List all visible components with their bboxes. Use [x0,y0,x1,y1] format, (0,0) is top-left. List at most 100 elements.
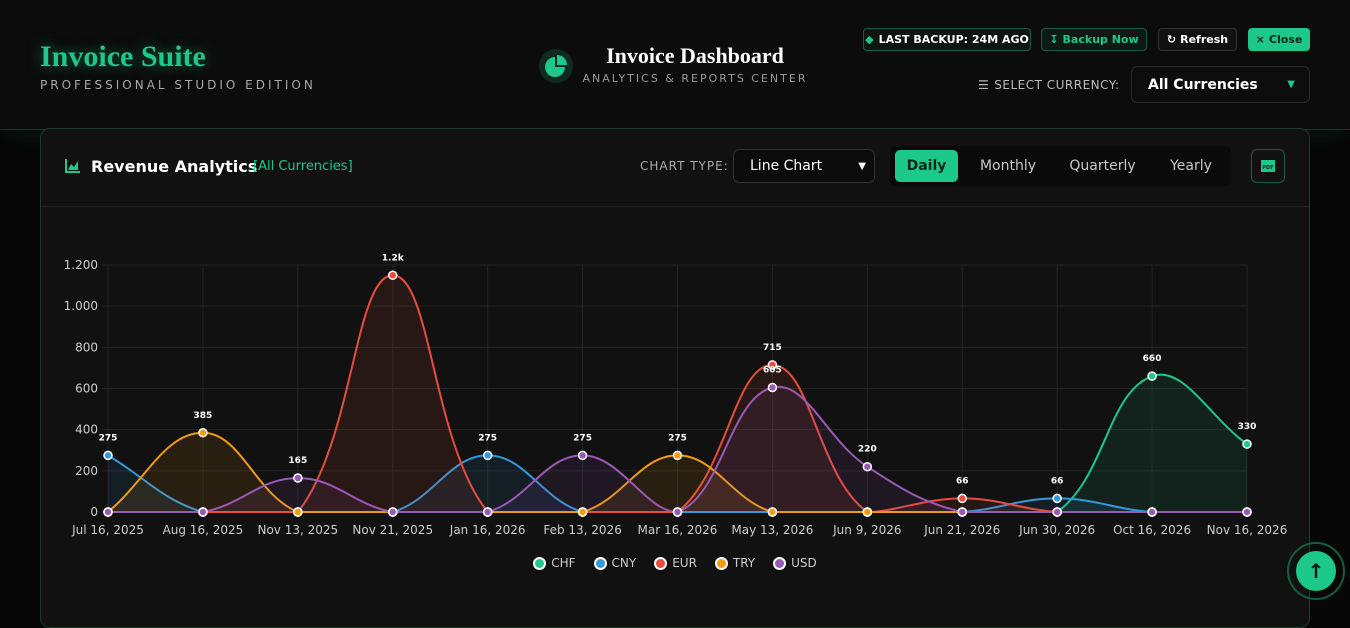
close-label: Close [1268,33,1303,46]
x-tick-label: Aug 16, 2025 [163,523,244,537]
legend-marker [593,556,607,570]
pdf-button[interactable]: PDF [1251,149,1285,183]
data-point [1052,493,1062,504]
period-tab[interactable]: Daily [895,150,958,182]
pdf-label: PDF [1261,160,1275,172]
data-label: 165 [288,456,307,466]
series-area [108,275,1247,512]
data-point [957,507,967,517]
legend-label: CNY [611,556,637,570]
panel-filter: [All Currencies] [253,159,353,174]
y-tick-label: 400 [75,423,98,437]
data-point [1242,507,1252,517]
legend-marker [773,556,787,570]
data-point [103,507,113,517]
chart-type-select[interactable]: Line Chart ▼ [733,149,875,183]
x-tick-label: Nov 16, 2026 [1207,523,1288,537]
legend-marker [533,556,547,570]
legend-item[interactable]: TRY [714,556,756,570]
period-tab[interactable]: Quarterly [1069,158,1136,174]
x-tick-label: Nov 13, 2025 [257,523,338,537]
chart-type-label: CHART TYPE: [640,159,729,173]
scroll-top-button[interactable]: ↑ [1296,551,1336,591]
x-tick-label: Mar 16, 2026 [638,523,718,537]
header [0,0,1350,130]
y-tick-label: 1.200 [64,258,98,272]
data-point [767,360,778,370]
data-point [767,382,778,393]
backup-status-text: LAST BACKUP: 24M AGO [878,33,1029,46]
backup-button[interactable]: ↧ Backup Now [1041,28,1147,51]
dashboard-icon [539,49,573,83]
period-tab[interactable]: Monthly [979,158,1037,174]
y-tick-label: 1.000 [64,299,98,313]
data-label: 1.2k [382,253,405,263]
data-point [1147,371,1157,381]
edition: PROFESSIONAL STUDIO EDITION [40,78,316,92]
x-tick-label: Jun 21, 2026 [923,523,1000,537]
dashboard-title: Invoice Dashboard [606,43,784,68]
dashboard-subtitle: ANALYTICS & REPORTS CENTER [582,72,808,85]
x-tick-label: Jun 30, 2026 [1018,523,1095,537]
data-label: 605 [763,365,782,375]
brand: Invoice Suite [40,40,206,73]
panel-title: Revenue Analytics [91,157,258,176]
y-tick-label: 600 [75,382,98,396]
data-point [293,473,303,483]
legend-marker [714,556,728,570]
legend-label: CHF [551,556,576,570]
data-point [293,507,303,517]
chart-icon [65,159,80,173]
x-tick-label: Jul 16, 2025 [71,523,144,537]
legend-item[interactable]: EUR [654,556,697,570]
x-tick-label: Jan 16, 2026 [449,523,526,537]
data-point [672,450,683,461]
data-point [672,507,683,517]
series-line [107,274,1247,514]
legend-item[interactable]: CHF [533,556,576,570]
card-divider [41,206,1309,207]
data-point [1242,439,1252,449]
data-point [957,493,967,504]
legend-label: USD [791,556,817,570]
data-label: 275 [573,433,592,443]
data-point [388,507,398,517]
series-area [108,432,1247,512]
data-point [767,507,778,517]
data-point [198,507,208,517]
data-label: 66 [1051,476,1064,486]
data-point [388,270,398,281]
currency-value: All Currencies [1148,76,1258,93]
legend-label: EUR [672,556,697,570]
data-point [198,428,208,438]
series-area [108,374,1247,512]
data-point [577,507,588,517]
currency-select[interactable]: All Currencies ▼ [1131,66,1310,103]
currency-label-text: SELECT CURRENCY: [994,78,1120,92]
data-point [862,507,873,517]
data-label: 385 [194,411,213,421]
refresh-button[interactable]: ↻ Refresh [1158,28,1237,51]
chart: 0 200 400 600 800 1.000 1.200 Jul 16, 2025 Aug 1… [64,253,1288,537]
backup-label: Backup Now [1062,33,1139,46]
data-label: 330 [1238,422,1257,432]
data-point [1052,507,1062,517]
legend-item[interactable]: CNY [593,556,637,570]
legend-item[interactable]: USD [773,556,817,570]
x-tick-label: Oct 16, 2026 [1113,523,1191,537]
legend-label: TRY [732,556,756,570]
data-point [1147,507,1157,517]
data-point [103,450,113,461]
x-tick-label: Feb 13, 2026 [543,523,622,537]
data-point [862,461,873,472]
data-point [577,450,588,461]
close-button[interactable]: × Close [1248,28,1310,51]
y-tick-label: 800 [75,340,98,354]
chart-card [40,128,1310,628]
data-label: 660 [1143,354,1162,364]
data-point [482,450,493,461]
period-tab[interactable]: Yearly [1170,158,1212,174]
data-label: 275 [99,433,118,443]
refresh-label: Refresh [1180,33,1229,46]
